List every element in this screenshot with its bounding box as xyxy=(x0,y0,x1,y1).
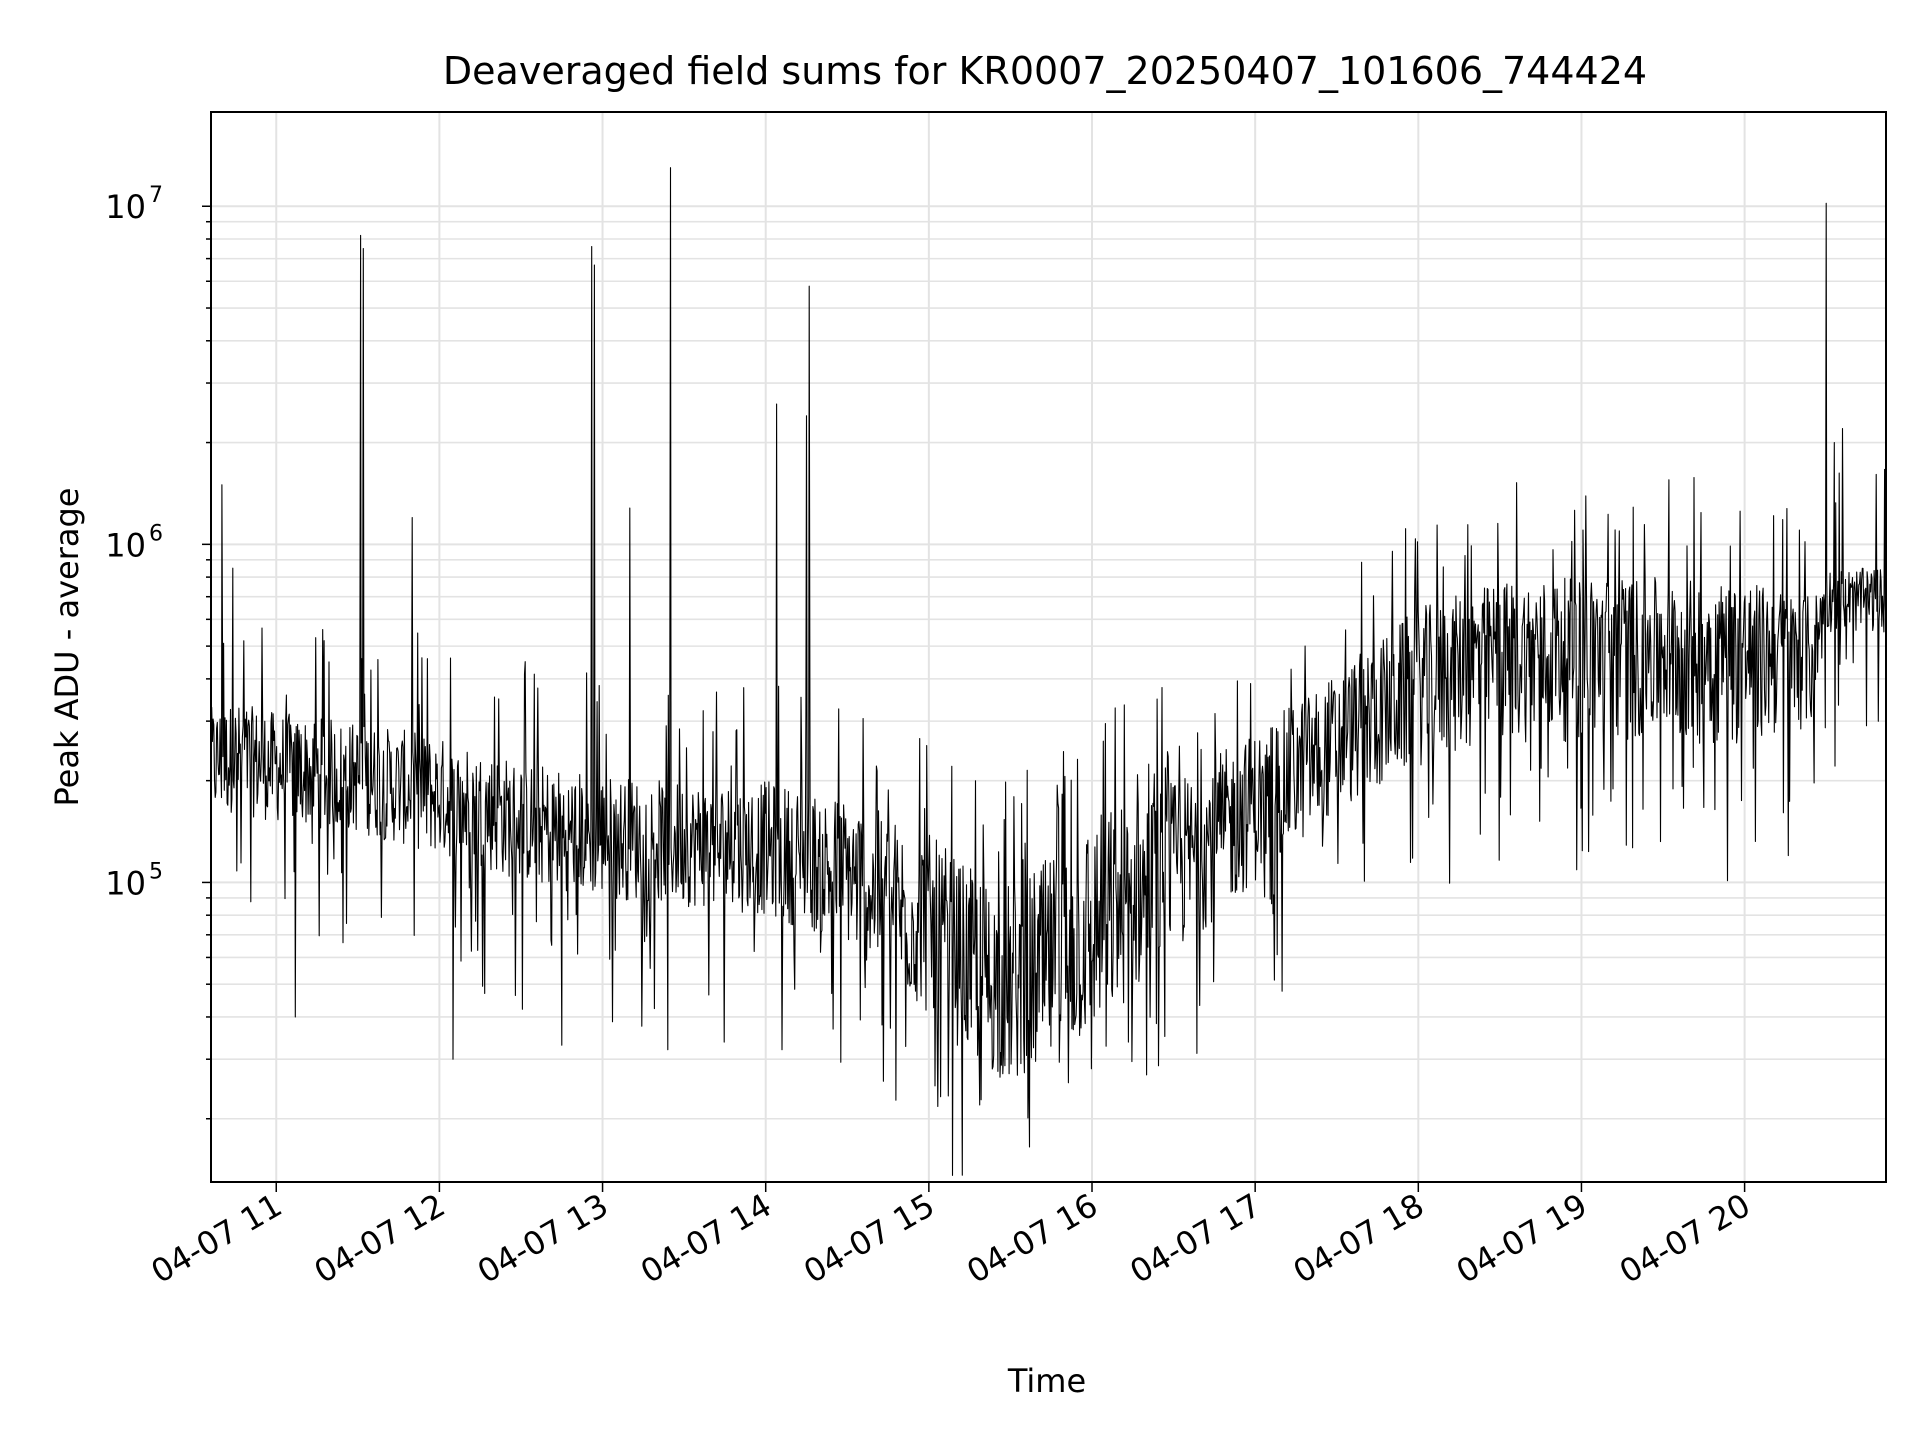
series-line xyxy=(211,167,1886,1176)
x-axis-label: Time xyxy=(1007,1362,1086,1400)
y-tick-exponent: 5 xyxy=(149,859,163,884)
y-tick-label: 10 7 xyxy=(105,183,163,226)
y-tick-base: 10 xyxy=(105,864,146,902)
y-tick-exponent: 6 xyxy=(149,521,163,546)
y-tick-exponent: 7 xyxy=(149,183,163,208)
chart-title: Deaveraged field sums for KR0007_2025040… xyxy=(443,49,1647,93)
y-tick-label: 10 6 xyxy=(105,521,163,564)
y-tick-label: 10 5 xyxy=(105,859,163,902)
y-tick-base: 10 xyxy=(105,188,146,226)
series-path xyxy=(211,167,1886,1176)
y-axis-label: Peak ADU - average xyxy=(48,488,86,807)
plot-area-frame xyxy=(210,111,1887,1183)
y-tick-base: 10 xyxy=(105,526,146,564)
grid xyxy=(211,112,1886,1182)
